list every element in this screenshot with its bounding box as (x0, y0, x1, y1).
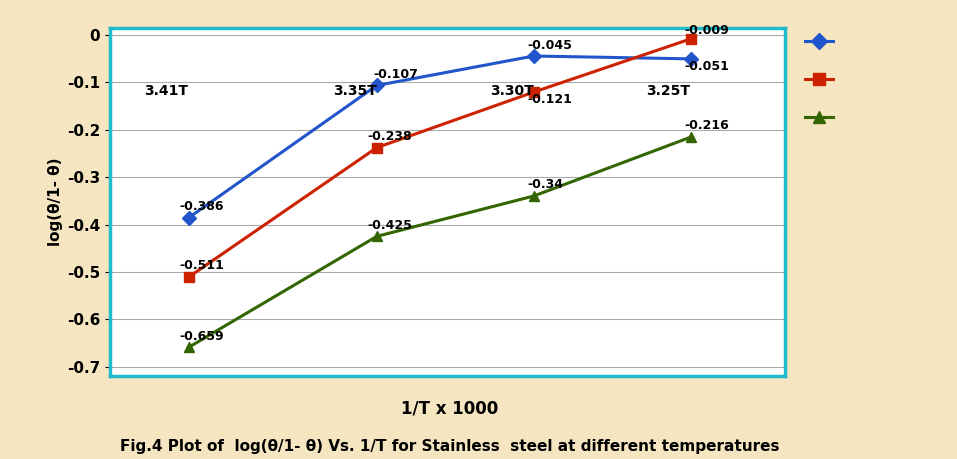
Text: 3.41T: 3.41T (145, 84, 189, 98)
Text: 1/T x 1000: 1/T x 1000 (401, 399, 499, 417)
Text: -0.34: -0.34 (527, 178, 564, 191)
Text: -0.009: -0.009 (684, 23, 729, 37)
Text: -0.107: -0.107 (373, 67, 418, 81)
Text: -0.238: -0.238 (367, 130, 412, 143)
Text: -0.386: -0.386 (179, 200, 224, 213)
Text: -0.045: -0.045 (527, 39, 572, 52)
Text: -0.121: -0.121 (527, 93, 572, 106)
Text: 3.25T: 3.25T (647, 84, 691, 98)
Text: 3.35T: 3.35T (333, 84, 377, 98)
Text: 3.30T: 3.30T (490, 84, 534, 98)
Text: -0.511: -0.511 (179, 259, 224, 273)
Text: Fig.4 Plot of  log(θ/1- θ) Vs. 1/T for Stainless  steel at different temperature: Fig.4 Plot of log(θ/1- θ) Vs. 1/T for St… (120, 439, 780, 454)
Text: -0.659: -0.659 (179, 330, 224, 343)
Legend: , , : , , (805, 34, 844, 127)
Text: -0.216: -0.216 (684, 119, 729, 133)
Y-axis label: log(θ/1- θ): log(θ/1- θ) (48, 158, 63, 246)
Text: -0.051: -0.051 (684, 60, 729, 73)
Text: -0.425: -0.425 (367, 218, 412, 232)
